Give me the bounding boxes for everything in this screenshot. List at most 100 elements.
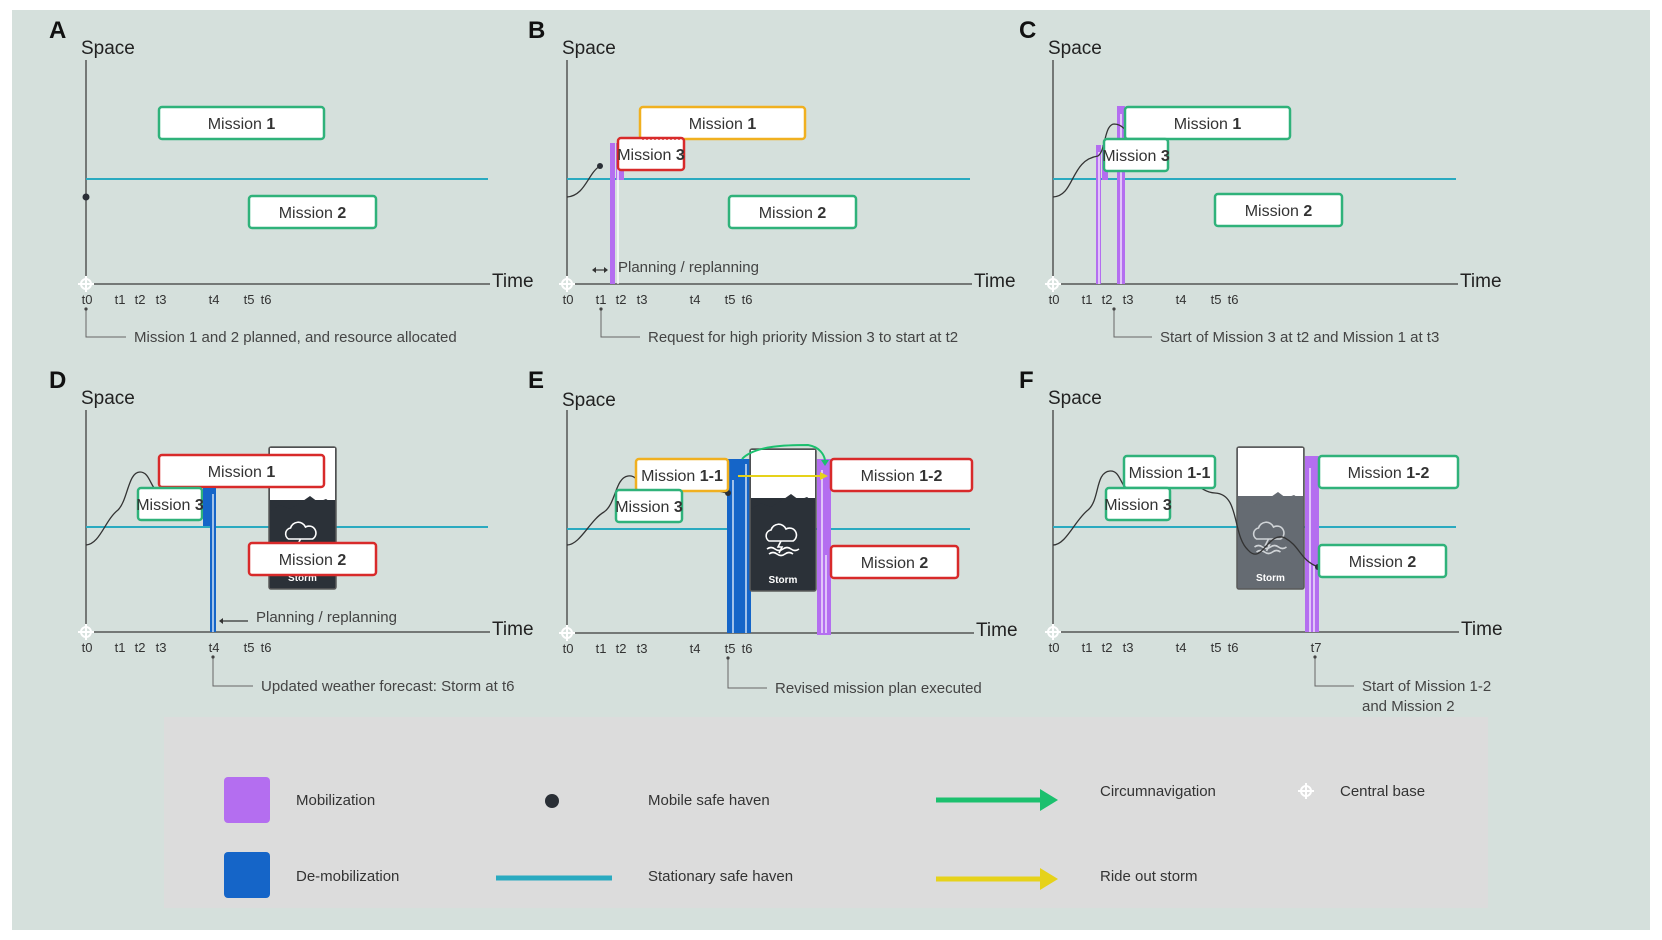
storm-mountains-icon: [1238, 492, 1303, 509]
time-tick-label: t6: [742, 292, 753, 307]
mission-3-box: [614, 488, 684, 524]
mission-2-label-number: 2: [337, 205, 346, 222]
time-tick-label: t2: [135, 640, 146, 655]
time-axis-label: Time: [974, 271, 1016, 292]
caption: Request for high priority Mission 3 to s…: [599, 307, 958, 346]
caption-text: Start of Mission 1-2: [1362, 678, 1491, 695]
storm-label: Storm: [1256, 573, 1285, 584]
mission-3-label-prefix: Mission: [136, 497, 195, 514]
mission-1-1-label-prefix: Mission: [641, 468, 700, 485]
time-tick-label: t5: [1211, 640, 1222, 655]
caption-leader-dot: [726, 656, 730, 660]
legend-background: [164, 717, 1488, 908]
mission-1-1-label: Mission 1-1: [641, 468, 723, 485]
mission-2-box: [1213, 192, 1344, 228]
mission-3-label: Mission 3: [1102, 148, 1170, 165]
time-tick-label: t2: [1102, 292, 1113, 307]
caption-leader-dot: [599, 307, 603, 311]
mission-2-label: Mission 2: [759, 205, 827, 222]
mission-1-2-label: Mission 1-2: [1348, 465, 1430, 482]
circumnavigation-arrow: [741, 443, 826, 461]
mission-1-label: Mission 1: [1174, 116, 1242, 133]
caption-leader-line: [212, 657, 253, 687]
time-axis-label: Time: [1461, 619, 1503, 640]
time-tick-label: t0: [82, 292, 93, 307]
time-tick-label: t2: [135, 292, 146, 307]
space-axis-label: Space: [1048, 38, 1102, 59]
mission-1-2-box: [1317, 454, 1460, 490]
time-tick-label: t1: [1082, 292, 1093, 307]
mission-1-2-label-prefix: Mission: [861, 468, 920, 485]
time-tick-label: t1: [115, 292, 126, 307]
storm-icon: Storm: [749, 448, 817, 592]
time-tick-label: t3: [156, 640, 167, 655]
caption-leader-line: [1314, 657, 1354, 687]
legend-mobile-safe-haven-label: Mobile safe haven: [648, 792, 770, 809]
mission-3-box: [1102, 137, 1170, 173]
caption-leader-line: [727, 658, 767, 689]
panel-c: C Space Time t0 t1 t2 t3 t4 t5 t6 Start of Mission…: [1019, 17, 1502, 346]
mobile-safe-haven-dot: [597, 163, 603, 169]
storm-wave-1: [1254, 544, 1287, 550]
mission-2-label: Mission 2: [279, 205, 347, 222]
storm-label: Storm: [288, 573, 317, 584]
time-axis-label: Time: [976, 620, 1018, 641]
mission-2-label-number: 2: [1407, 554, 1416, 571]
storm-label: Storm: [769, 575, 798, 586]
time-tick-label: t6: [261, 640, 272, 655]
mission-1-label-number: 1: [266, 464, 275, 481]
panel-letter: C: [1019, 17, 1036, 44]
time-tick-label: t6: [1228, 292, 1239, 307]
mission-1-label-prefix: Mission: [689, 116, 748, 133]
storm-wave-1: [766, 546, 800, 552]
central-base-legend-icon: [1298, 783, 1314, 799]
panel-letter: D: [49, 367, 66, 394]
time-tick-label: t2: [1102, 640, 1113, 655]
panel-letter: B: [528, 17, 545, 44]
mission-2-label-number: 2: [817, 205, 826, 222]
mission-3-label: Mission 3: [617, 147, 685, 164]
central-base-icon: [1045, 276, 1061, 292]
caption-text: Mission 1 and 2 planned, and resource al…: [134, 329, 457, 346]
mission-2-label: Mission 2: [1349, 554, 1417, 571]
caption-text: Updated weather forecast: Storm at t6: [261, 678, 514, 695]
mobilization-bar: [817, 459, 831, 635]
time-tick-label: t0: [563, 292, 574, 307]
mission-1-box: [157, 105, 326, 141]
mission-3-label-prefix: Mission: [617, 147, 676, 164]
mission-1-box: [157, 453, 326, 489]
mission-1-1-label-number: 1-1: [700, 468, 723, 485]
time-tick-label: t6: [1228, 640, 1239, 655]
mission-1-label: Mission 1: [208, 116, 276, 133]
space-axis-label: Space: [81, 388, 135, 409]
mission-2-label: Mission 2: [861, 555, 929, 572]
time-tick-label: t5: [725, 641, 736, 656]
space-axis-label: Space: [1048, 388, 1102, 409]
mission-1-2-label-number: 1-2: [919, 468, 942, 485]
mission-2-box: [247, 541, 378, 577]
mobile-safe-haven-swatch: [545, 794, 559, 808]
demobilization-bar: [727, 459, 741, 633]
mission-3-box: [1104, 486, 1172, 522]
time-tick-label: t1: [596, 641, 607, 656]
storm-cloud-outline: [765, 523, 798, 542]
mission-1-1-label-number: 1-1: [1187, 465, 1210, 482]
caption-text: Start of Mission 3 at t2 and Mission 1 a…: [1160, 329, 1439, 346]
caption-text: Revised mission plan executed: [775, 680, 982, 697]
caption: Updated weather forecast: Storm at t6: [211, 655, 514, 695]
time-tick-label: t0: [563, 641, 574, 656]
panel-d: D Space Time t0 t1 t2 t3 t4 t5 t6 Updated weather …: [49, 367, 534, 695]
time-tick-label: t1: [1082, 640, 1093, 655]
time-tick-label: t3: [637, 292, 648, 307]
mission-1-label-prefix: Mission: [1174, 116, 1233, 133]
mission-2-label-prefix: Mission: [279, 205, 338, 222]
storm-mountains-icon: [270, 496, 335, 513]
caption-leader-dot: [1313, 655, 1317, 659]
caption-text: Request for high priority Mission 3 to s…: [648, 329, 958, 346]
time-tick-label: t3: [1123, 292, 1134, 307]
time-axis-label: Time: [492, 271, 534, 292]
legend-ride-out-storm-label: Ride out storm: [1100, 868, 1198, 885]
time-tick-label: t0: [1049, 640, 1060, 655]
circumnavigation-swatch-head: [1040, 789, 1058, 811]
mobilization-swatch: [224, 777, 270, 823]
